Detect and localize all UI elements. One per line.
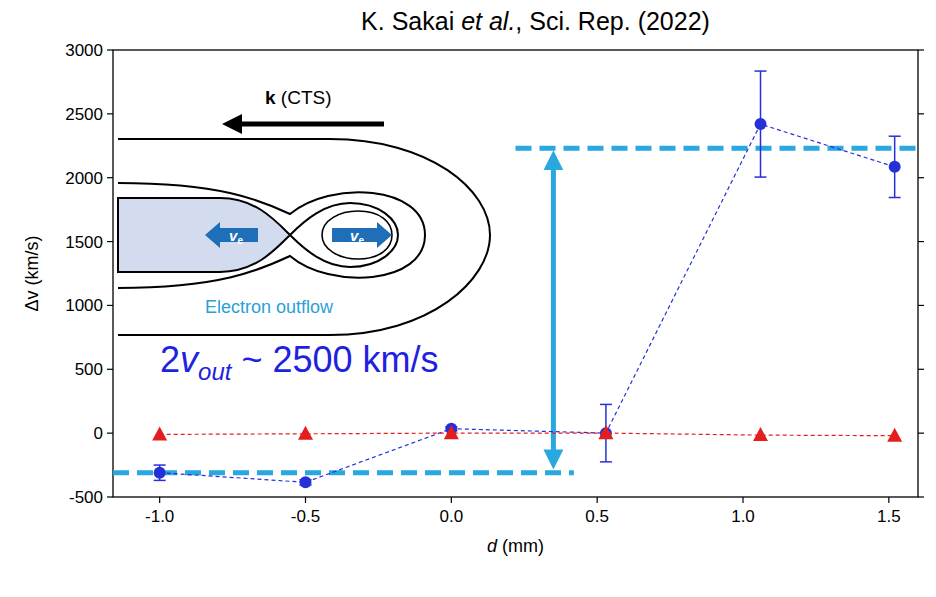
error-cap: [755, 176, 767, 178]
data-point: [298, 426, 313, 440]
annotation-part: out: [198, 358, 233, 385]
k-arrow-shaft: [238, 122, 384, 127]
error-cap: [755, 70, 767, 72]
y-tick-label: 1500: [65, 233, 103, 252]
y-tick-right: [918, 433, 924, 434]
data-point: [753, 427, 768, 441]
x-axis-title-part: (mm): [497, 536, 544, 556]
error-bar: [154, 465, 166, 480]
y-tick-label: 1000: [65, 296, 103, 315]
y-tick: [107, 433, 113, 434]
error-cap: [154, 464, 166, 466]
y-tick-right: [918, 369, 924, 370]
y-tick: [107, 496, 113, 497]
y-tick-right: [918, 241, 924, 242]
data-point: [154, 467, 166, 479]
y-tick-right: [918, 305, 924, 306]
annotation-part: 2: [160, 339, 180, 380]
y-tick-right: [918, 113, 924, 114]
x-tick-label: 1.5: [877, 507, 901, 526]
plot-area: [113, 71, 918, 488]
y-tick-right: [918, 49, 924, 50]
annotation-part: v: [180, 339, 200, 380]
plot-frame: [113, 50, 918, 497]
title-part: K. Sakai: [361, 7, 461, 35]
k-label-part: k: [265, 87, 276, 108]
error-bar: [755, 71, 767, 177]
outflow-label: Electron outflow: [205, 297, 334, 317]
data-point: [444, 425, 459, 439]
middle-contour: [118, 183, 425, 288]
y-tick: [107, 177, 113, 178]
annotation-part: ~ 2500 km/s: [231, 339, 438, 380]
error-cap: [600, 404, 612, 406]
y-tick-label: -500: [69, 488, 103, 507]
y-tick-right: [918, 177, 924, 178]
error-bar: [889, 136, 901, 197]
x-tick-label: -0.5: [291, 507, 320, 526]
y-tick-right: [918, 496, 924, 497]
annotation-label: 2vout ~ 2500 km/s: [160, 339, 439, 385]
x-tick: [159, 497, 160, 503]
x-tick-label: 1.0: [731, 507, 755, 526]
ve-label: ve: [229, 227, 243, 246]
data-point: [887, 428, 902, 442]
left-island: [118, 198, 290, 272]
right-island: [290, 203, 398, 267]
data-point: [598, 425, 613, 439]
y-tick-label: 500: [75, 360, 103, 379]
y-tick-label: 0: [94, 424, 103, 443]
y-tick-label: 2500: [65, 105, 103, 124]
double-arrow: [551, 160, 556, 459]
data-point: [152, 426, 167, 440]
y-tick: [107, 369, 113, 370]
y-tick: [107, 113, 113, 114]
y-tick: [107, 241, 113, 242]
data-point: [300, 476, 312, 488]
inset-diagram: ve ve k (CTS) Electron outflow: [118, 87, 490, 335]
title-part: et al.: [461, 7, 515, 35]
x-tick: [451, 497, 452, 503]
k-label: k (CTS): [265, 87, 332, 108]
error-cap: [889, 135, 901, 137]
y-tick: [107, 49, 113, 50]
error-cap: [889, 197, 901, 199]
x-tick-label: 0.5: [585, 507, 609, 526]
y-tick: [107, 305, 113, 306]
error-cap: [600, 461, 612, 463]
error-cap: [154, 480, 166, 482]
ve-sub: e: [358, 235, 364, 246]
x-tick: [305, 497, 306, 503]
y-axis-title: Δv (km/s): [22, 235, 42, 311]
right-island-inner: [322, 211, 392, 259]
series-line: [160, 433, 895, 436]
ve-sub: e: [237, 235, 243, 246]
data-point: [889, 161, 901, 173]
x-axis-title: d (mm): [487, 536, 544, 556]
y-tick-label: 2000: [65, 169, 103, 188]
title: K. Sakai et al., Sci. Rep. (2022): [361, 7, 710, 35]
x-tick-label: 0.0: [440, 507, 464, 526]
k-label-part: (CTS): [276, 87, 332, 108]
ve-arrow-right: [332, 222, 392, 248]
x-tick: [597, 497, 598, 503]
title-part: , Sci. Rep. (2022): [515, 7, 710, 35]
reference-line: [516, 146, 919, 151]
y-tick-label: 3000: [65, 41, 103, 60]
x-tick: [888, 497, 889, 503]
series-line: [160, 124, 895, 482]
chart: K. Sakai et al., Sci. Rep. (2022) -500 0 50…: [0, 0, 936, 597]
data-point: [755, 118, 767, 130]
k-arrow-head: [222, 114, 242, 134]
x-tick-label: -1.0: [145, 507, 174, 526]
x-tick: [742, 497, 743, 503]
outer-contour: [118, 139, 490, 335]
ve-arrow-left: [205, 222, 258, 248]
ve-label: ve: [350, 227, 364, 246]
